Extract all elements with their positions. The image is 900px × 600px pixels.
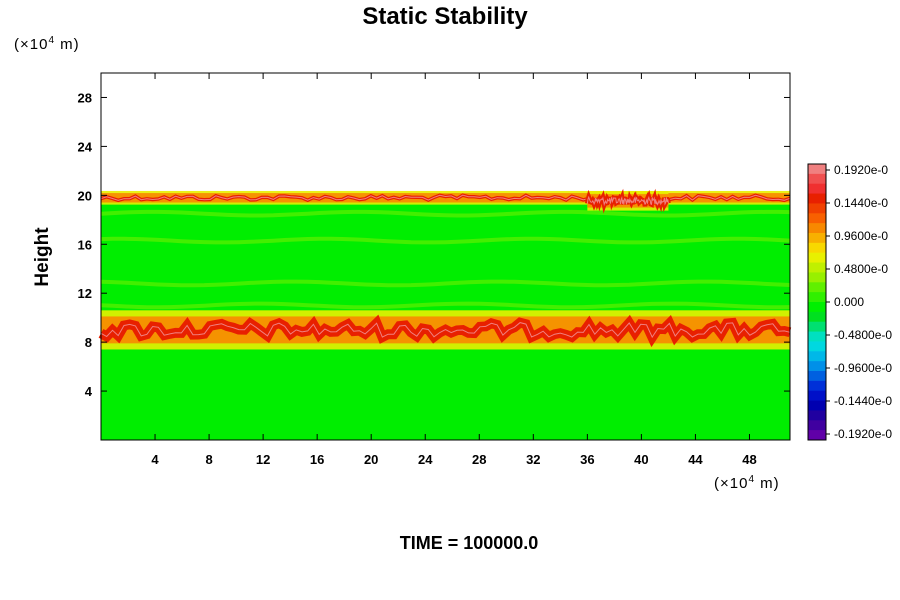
colorbar-label: -0.1920e-0	[834, 427, 892, 441]
colorbar-swatch	[808, 203, 826, 214]
colorbar-label: -0.1440e-0	[834, 394, 892, 408]
x-tick-label: 8	[205, 452, 212, 467]
colorbar-swatch	[808, 380, 826, 392]
colorbar-label: 0.1440e-0	[834, 196, 888, 210]
colorbar-label: 0.9600e-0	[834, 229, 888, 243]
plot-frame	[100, 72, 791, 441]
colorbar-swatch	[808, 223, 826, 234]
colorbar-swatch	[808, 173, 826, 185]
y-tick-label: 12	[78, 286, 92, 301]
stable-layer	[98, 310, 792, 350]
y-tick-label: 24	[78, 139, 93, 154]
x-tick-label: 28	[472, 452, 486, 467]
x-tick-label: 20	[364, 452, 378, 467]
colorbar: 0.1920e-0 0.1440e-0 0.9600e-0 0.4800e-0 0.00…	[807, 163, 892, 441]
colorbar-swatch	[808, 282, 826, 293]
colorbar-label: 0.000	[834, 295, 864, 309]
colorbar-swatch	[808, 390, 826, 402]
layer-peak	[586, 195, 669, 207]
colorbar-swatch	[808, 252, 826, 264]
y-tick-label: 20	[78, 188, 92, 203]
weak-stable-band	[100, 236, 791, 245]
colorbar-swatch	[808, 292, 826, 303]
colorbar-label: 0.1920e-0	[834, 163, 888, 177]
y-tick-label: 4	[85, 384, 93, 399]
colorbar-swatch	[808, 400, 826, 411]
colorbar-label: -0.4800e-0	[834, 328, 892, 342]
y-tick-label: 28	[78, 90, 92, 105]
x-axis-unit: (×104 m)	[714, 474, 780, 492]
colorbar-swatch	[808, 410, 826, 421]
colorbar-swatch	[808, 351, 826, 362]
x-tick-label: 32	[526, 452, 540, 467]
colorbar-swatch	[808, 164, 826, 175]
colorbar-swatch	[808, 213, 826, 224]
chart-title: Static Stability	[362, 3, 528, 30]
colorbar-swatch	[808, 272, 826, 283]
y-axis-unit: (×104 m)	[14, 35, 80, 53]
weak-stable-band	[100, 301, 791, 310]
stable-layer	[100, 190, 791, 205]
plot-area	[98, 72, 792, 441]
layer-peak	[100, 322, 791, 339]
x-tick-label: 12	[256, 452, 270, 467]
colorbar-swatch	[808, 233, 826, 244]
stable-layer	[584, 188, 671, 214]
x-tick-label: 16	[310, 452, 324, 467]
colorbar-swatch	[808, 242, 826, 254]
colorbar-swatch	[808, 302, 826, 313]
colorbar-swatch	[808, 311, 826, 323]
colorbar-label: 0.4800e-0	[834, 262, 888, 276]
colorbar-swatch	[808, 341, 826, 352]
colorbar-swatch	[808, 262, 826, 273]
y-tick-label: 16	[78, 237, 92, 252]
weak-stable-band	[100, 209, 791, 218]
colorbar-swatch	[808, 371, 826, 382]
time-label: TIME = 100000.0	[400, 533, 539, 553]
colorbar-label: -0.9600e-0	[834, 361, 892, 375]
weak-stable-band	[100, 279, 791, 288]
colorbar-swatch	[808, 361, 826, 372]
colorbar-swatch	[808, 430, 826, 441]
colorbar-swatch	[808, 193, 826, 204]
colorbar-swatch	[808, 183, 826, 195]
x-tick-label: 44	[688, 452, 703, 467]
upper-region	[101, 73, 790, 196]
x-tick-label: 48	[742, 452, 756, 467]
x-tick-label: 40	[634, 452, 648, 467]
x-tick-label: 4	[151, 452, 159, 467]
colorbar-swatch	[808, 420, 826, 431]
y-axis-label: Height	[32, 227, 53, 287]
layer-peak	[100, 194, 791, 201]
colorbar-swatch	[808, 321, 826, 333]
x-tick-label: 36	[580, 452, 594, 467]
x-tick-label: 24	[418, 452, 433, 467]
colorbar-swatch	[808, 331, 826, 342]
y-tick-label: 8	[85, 335, 92, 350]
